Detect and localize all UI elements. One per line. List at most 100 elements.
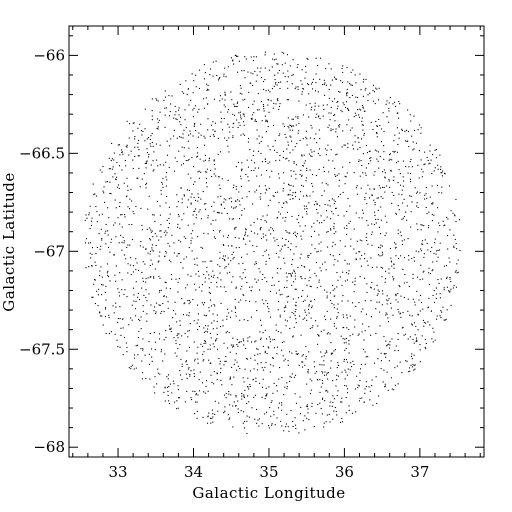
scatter-point: [395, 345, 397, 347]
scatter-point: [131, 319, 133, 321]
scatter-point: [217, 212, 219, 214]
scatter-point: [194, 390, 196, 392]
scatter-point: [223, 394, 226, 396]
scatter-point: [198, 286, 200, 288]
scatter-point: [182, 163, 185, 165]
scatter-point: [408, 285, 410, 287]
scatter-point: [211, 205, 213, 207]
scatter-point: [281, 237, 283, 239]
scatter-point: [180, 124, 182, 126]
scatter-point: [178, 150, 180, 152]
scatter-point: [411, 324, 414, 326]
scatter-point: [388, 159, 390, 161]
scatter-point: [260, 77, 262, 79]
scatter-point: [179, 397, 181, 399]
scatter-point: [412, 338, 414, 340]
scatter-point: [256, 138, 258, 140]
scatter-point: [306, 295, 308, 297]
scatter-point: [202, 353, 204, 355]
scatter-point: [168, 95, 170, 97]
scatter-point: [114, 173, 116, 175]
scatter-point: [343, 358, 345, 360]
scatter-point: [130, 317, 132, 319]
scatter-point: [212, 129, 214, 131]
scatter-point: [281, 349, 283, 351]
scatter-point: [178, 107, 180, 109]
scatter-point: [105, 223, 107, 226]
scatter-point: [129, 123, 131, 125]
scatter-point: [193, 373, 195, 375]
scatter-point: [208, 160, 210, 162]
scatter-point: [169, 383, 172, 385]
scatter-point: [306, 314, 308, 316]
scatter-point: [240, 178, 242, 180]
scatter-point: [359, 73, 361, 75]
scatter-point: [293, 161, 295, 163]
scatter-point: [351, 127, 353, 129]
scatter-point: [247, 340, 249, 342]
scatter-point: [173, 252, 175, 254]
scatter-point: [264, 366, 266, 368]
scatter-point: [132, 271, 135, 273]
scatter-point: [376, 294, 378, 296]
scatter-point: [283, 307, 285, 309]
scatter-point: [307, 58, 309, 60]
scatter-point: [327, 372, 329, 374]
scatter-point: [234, 200, 236, 202]
scatter-point: [243, 134, 246, 136]
scatter-point: [395, 295, 397, 297]
scatter-point: [192, 135, 194, 137]
scatter-point: [108, 314, 110, 317]
scatter-point: [403, 296, 405, 298]
scatter-point: [207, 328, 209, 330]
scatter-point: [297, 117, 299, 119]
scatter-point: [98, 214, 100, 216]
scatter-point: [210, 223, 212, 225]
scatter-point: [119, 201, 121, 204]
scatter-point: [437, 168, 439, 170]
scatter-point: [132, 287, 135, 289]
scatter-point: [137, 336, 139, 339]
scatter-point: [341, 81, 344, 83]
scatter-point: [225, 332, 227, 334]
scatter-point: [306, 383, 308, 385]
scatter-point: [145, 248, 147, 250]
scatter-point: [409, 195, 411, 197]
scatter-point: [203, 232, 205, 234]
scatter-point: [138, 298, 141, 301]
scatter-point: [212, 343, 214, 345]
scatter-point: [289, 189, 291, 191]
scatter-point: [439, 225, 441, 227]
scatter-point: [243, 124, 245, 126]
scatter-point: [211, 175, 213, 178]
scatter-point: [302, 230, 304, 232]
scatter-point: [204, 171, 206, 173]
scatter-point: [292, 335, 294, 337]
scatter-point: [283, 286, 286, 288]
scatter-point: [347, 108, 349, 110]
scatter-point: [390, 170, 392, 172]
scatter-point: [289, 375, 291, 377]
scatter-point: [323, 422, 325, 424]
scatter-point: [203, 273, 205, 276]
scatter-point: [266, 120, 268, 122]
scatter-point: [287, 141, 289, 143]
scatter-point: [327, 126, 329, 128]
scatter-point: [376, 88, 378, 90]
scatter-point: [377, 218, 379, 220]
scatter-point: [109, 168, 111, 170]
scatter-point: [276, 346, 278, 348]
scatter-point: [205, 342, 207, 344]
scatter-point: [347, 92, 349, 94]
scatter-point: [339, 193, 341, 195]
scatter-point: [220, 111, 222, 113]
scatter-point: [318, 281, 320, 283]
scatter-point: [113, 224, 115, 226]
scatter-point: [148, 154, 150, 156]
scatter-point: [431, 220, 433, 222]
scatter-point: [311, 151, 313, 153]
scatter-point: [387, 300, 389, 302]
scatter-point: [85, 267, 87, 269]
scatter-point: [292, 425, 294, 428]
scatter-point: [210, 337, 212, 339]
